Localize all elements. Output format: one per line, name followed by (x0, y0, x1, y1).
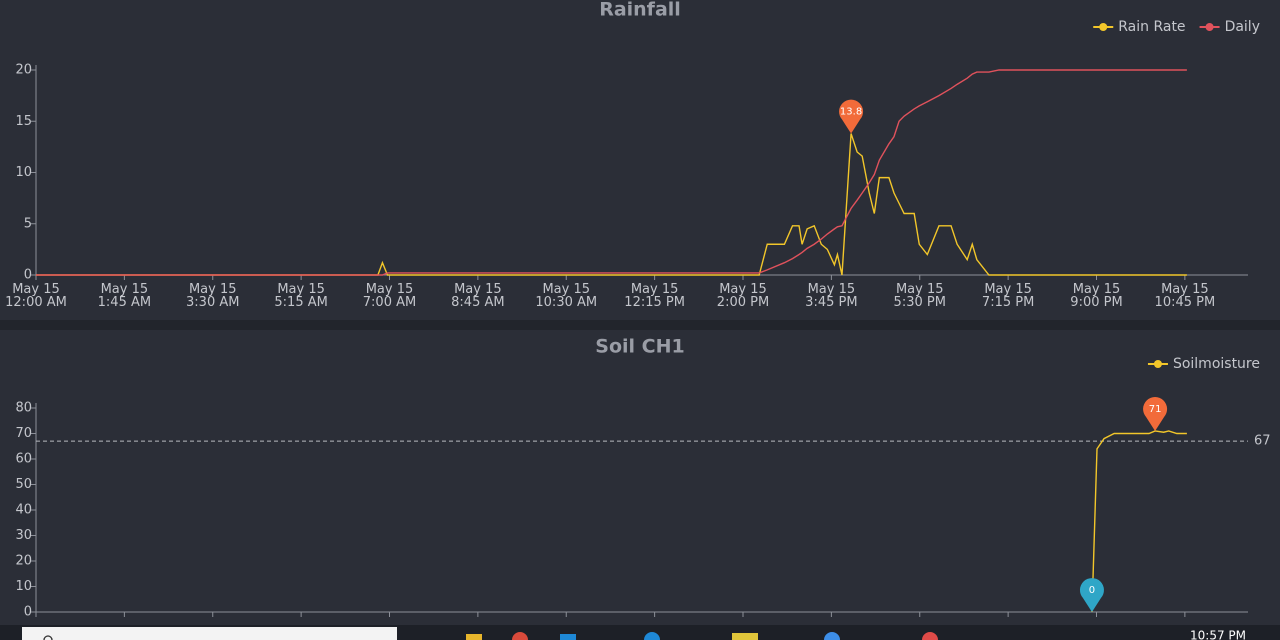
y-tick-label: 0 (24, 268, 32, 283)
y-tick-label: 60 (15, 452, 32, 467)
chart-title: Rainfall (599, 0, 681, 21)
x-tick-label: May 15 10:30 AM (535, 282, 598, 310)
legend-dot (1205, 23, 1214, 31)
x-tick-label: May 15 7:15 PM (981, 282, 1035, 310)
x-tick-label: May 15 3:30 AM (186, 282, 240, 310)
x-tick-label: May 15 5:15 AM (274, 282, 328, 310)
y-tick-label: 80 (15, 401, 32, 416)
app-icon[interactable] (512, 632, 528, 640)
y-tick-label: 15 (15, 114, 32, 129)
chart-title: Soil CH1 (595, 336, 684, 358)
mark-pin (839, 99, 864, 134)
app-icon[interactable] (560, 634, 576, 640)
mark-label: 71 (1149, 404, 1162, 415)
legend-dot (1099, 23, 1108, 31)
x-tick-label: May 15 2:00 PM (716, 282, 770, 310)
y-tick-label: 20 (15, 554, 32, 569)
x-tick-label: May 15 7:00 AM (362, 282, 417, 310)
mark-point: 0 (1079, 578, 1104, 612)
app-icon[interactable] (644, 632, 660, 640)
x-tick-label: May 15 3:45 PM (805, 282, 858, 310)
y-tick-label: 30 (15, 528, 32, 543)
x-tick-label: May 15 9:00 PM (1070, 282, 1123, 310)
series-line (36, 69, 1187, 276)
app-icon[interactable] (922, 632, 938, 640)
y-tick-label: 20 (15, 63, 32, 78)
y-tick-label: 10 (15, 579, 32, 594)
mark-pin (1079, 578, 1104, 612)
series-line (1091, 430, 1187, 613)
mark-point: 71 (1143, 397, 1168, 431)
app-icon[interactable] (732, 633, 758, 640)
search-box[interactable] (22, 627, 397, 640)
clock: 10:57 PM (1190, 629, 1246, 640)
app-icon[interactable] (824, 632, 840, 640)
y-tick-label: 10 (15, 165, 32, 180)
x-tick-label: May 15 5:30 PM (893, 282, 946, 310)
x-tick-label: May 15 10:45 PM (1154, 282, 1216, 310)
series-line (36, 133, 1187, 276)
separator (0, 320, 1280, 330)
y-tick-label: 50 (15, 477, 32, 492)
y-tick-label: 5 (24, 216, 32, 231)
y-tick-label: 40 (15, 503, 32, 518)
legend-label: Daily (1225, 19, 1260, 35)
legend-dot (1153, 360, 1162, 368)
x-tick-label: May 15 1:45 AM (97, 282, 152, 310)
mark-point: 13.8 (839, 99, 864, 134)
average-label: 67 (1254, 434, 1271, 449)
x-tick-label: May 15 8:45 AM (451, 282, 505, 310)
search-icon (43, 635, 53, 640)
mark-pin (1143, 397, 1168, 431)
mark-label: 0 (1089, 585, 1095, 596)
legend-label: Rain Rate (1118, 19, 1185, 35)
y-tick-label: 0 (24, 605, 32, 620)
mark-label: 13.8 (840, 107, 862, 118)
app-icon[interactable] (466, 634, 482, 640)
y-tick-label: 70 (15, 426, 32, 441)
x-tick-label: May 15 12:15 PM (624, 282, 685, 310)
legend-label: Soilmoisture (1173, 356, 1260, 372)
x-tick-label: May 15 12:00 AM (5, 282, 67, 310)
